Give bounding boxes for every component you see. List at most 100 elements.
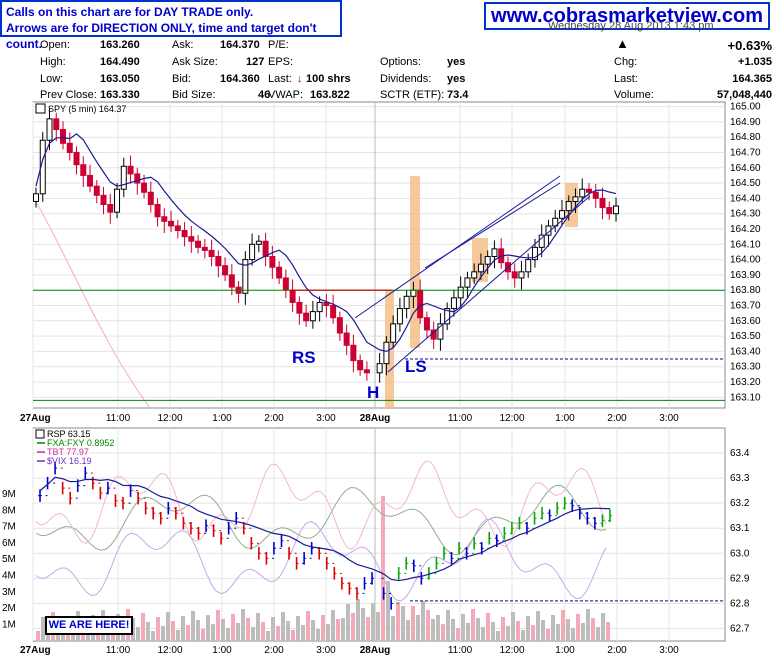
rsp-bar bbox=[302, 552, 307, 565]
vwap-value: 163.822 bbox=[310, 89, 350, 101]
volume-bar bbox=[426, 610, 430, 641]
highlight-bar-h bbox=[385, 290, 394, 408]
volume-bar bbox=[476, 618, 480, 641]
candle-body bbox=[558, 210, 565, 219]
channel-mid-line bbox=[424, 182, 561, 269]
candle-body bbox=[181, 230, 188, 238]
candle-body bbox=[134, 173, 141, 184]
rsp-y-tick: 63.1 bbox=[730, 523, 750, 534]
candle-body bbox=[168, 220, 175, 227]
candle bbox=[592, 183, 599, 209]
volume-bar bbox=[391, 616, 395, 641]
candle bbox=[336, 311, 343, 341]
candle-body bbox=[417, 289, 424, 319]
volume-bar bbox=[431, 619, 435, 641]
volume-bar bbox=[151, 631, 155, 641]
candle-body bbox=[282, 277, 289, 291]
candle-body bbox=[208, 249, 215, 258]
site-url[interactable]: www.cobrasmarketview.com bbox=[484, 2, 770, 30]
sctr-label: SCTR (ETF): bbox=[380, 89, 445, 101]
volume-bar bbox=[606, 622, 610, 641]
volume-y-tick: 9M bbox=[2, 489, 16, 500]
volume-bar bbox=[161, 626, 165, 641]
rsp-bar bbox=[113, 487, 118, 507]
volume-bar bbox=[456, 628, 460, 641]
volume-bar bbox=[301, 625, 305, 641]
price-y-tick: 163.30 bbox=[730, 362, 761, 373]
candle bbox=[357, 354, 364, 376]
price-y-tick: 165.00 bbox=[730, 102, 761, 113]
price-y-tick: 163.70 bbox=[730, 300, 761, 311]
candle-body bbox=[579, 188, 586, 198]
candle bbox=[127, 155, 134, 184]
candle-body bbox=[53, 118, 60, 131]
volume-bar bbox=[376, 612, 380, 641]
volume-bar bbox=[266, 631, 270, 641]
rsp-y-tick: 62.9 bbox=[730, 573, 750, 584]
rsp-bar bbox=[608, 509, 612, 522]
rsp-bar bbox=[53, 461, 58, 484]
volume-y-tick: 8M bbox=[2, 505, 16, 516]
rsp-bar bbox=[517, 516, 522, 530]
volume-bar bbox=[331, 610, 335, 641]
volume-bar bbox=[256, 613, 260, 641]
rsp-y-tick: 63.4 bbox=[730, 448, 750, 459]
candle bbox=[390, 315, 397, 349]
candle-body bbox=[357, 360, 364, 371]
volume-bar bbox=[201, 629, 205, 641]
candle-body bbox=[201, 246, 208, 251]
volume-bar bbox=[561, 610, 565, 641]
volume-bar bbox=[311, 620, 315, 641]
highlight-bar-mid bbox=[472, 238, 488, 282]
candle bbox=[613, 197, 619, 222]
candle bbox=[120, 157, 127, 198]
candle-body bbox=[262, 240, 269, 258]
candle-body bbox=[484, 256, 491, 265]
price-y-tick: 163.20 bbox=[730, 377, 761, 388]
candle-body bbox=[242, 259, 249, 294]
candle bbox=[242, 251, 249, 305]
volume-y-tick: 6M bbox=[2, 538, 16, 549]
rsp-bar bbox=[555, 501, 560, 517]
highlight-bar-ls bbox=[410, 176, 420, 348]
rsp-bar bbox=[362, 577, 367, 594]
price-x-tick: 11:00 bbox=[106, 413, 131, 424]
price-y-tick: 163.50 bbox=[730, 331, 761, 342]
candle-body bbox=[120, 165, 127, 190]
price-y-tick: 164.20 bbox=[730, 224, 761, 235]
candle bbox=[60, 121, 67, 150]
volume-bar bbox=[336, 619, 340, 641]
candle bbox=[323, 294, 330, 318]
price-y-tick: 163.80 bbox=[730, 285, 761, 296]
chg-label: Chg: bbox=[614, 56, 638, 68]
volume-bar bbox=[356, 599, 360, 641]
price-y-tick: 163.90 bbox=[730, 270, 761, 281]
candle bbox=[255, 235, 262, 253]
candle-body bbox=[423, 317, 430, 331]
rsp-legend bbox=[35, 429, 45, 462]
candle bbox=[188, 225, 195, 253]
candle bbox=[437, 313, 444, 351]
volume-bar bbox=[521, 630, 525, 641]
candle bbox=[330, 294, 337, 324]
rsp-bar bbox=[219, 530, 224, 545]
volume-value: 57,048,440 bbox=[716, 89, 772, 101]
price-x-tick: 2:00 bbox=[607, 413, 627, 424]
candle bbox=[33, 187, 39, 208]
sctr-value: 73.4 bbox=[447, 89, 469, 101]
candle bbox=[100, 186, 107, 215]
candle-body bbox=[303, 312, 310, 322]
volume-bar bbox=[591, 618, 595, 641]
price-x-tick: 3:00 bbox=[659, 413, 679, 424]
high-value: 164.490 bbox=[100, 56, 140, 68]
rsp-bar bbox=[562, 496, 567, 510]
disclaimer-box: Calls on this chart are for DAY TRADE on… bbox=[0, 0, 342, 51]
rsp-bar bbox=[204, 519, 209, 534]
candle-body bbox=[33, 193, 39, 202]
volume-bar bbox=[141, 613, 145, 641]
last-label: Last: bbox=[268, 73, 292, 85]
volume-bar bbox=[211, 624, 215, 641]
volume-bar bbox=[406, 620, 410, 641]
candle-body bbox=[450, 297, 457, 310]
price-y-tick: 164.70 bbox=[730, 147, 761, 158]
